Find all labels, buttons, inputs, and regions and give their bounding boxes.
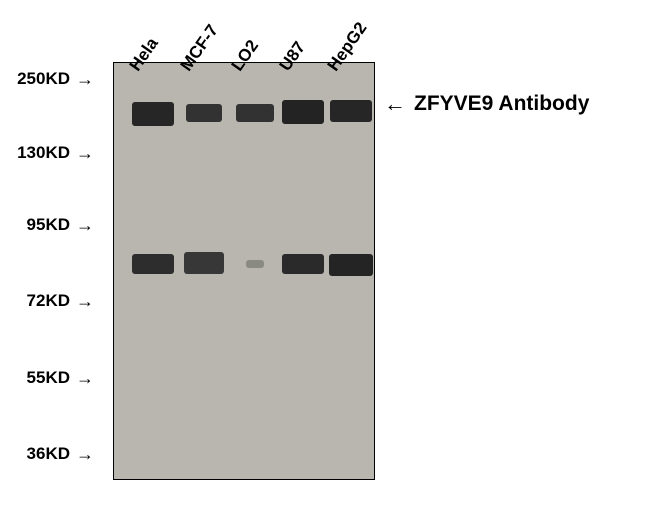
blot-band — [246, 260, 264, 268]
blot-band — [330, 100, 372, 122]
mw-label: 130KD — [10, 143, 70, 163]
mw-label: 36KD — [10, 444, 70, 464]
mw-marker: 36KD → — [10, 444, 94, 464]
blot-band — [186, 104, 222, 122]
blot-band — [236, 104, 274, 122]
mw-marker: 72KD → — [10, 291, 94, 311]
blot-band — [282, 100, 324, 124]
arrow-right-icon: → — [76, 445, 94, 463]
arrow-right-icon: → — [76, 369, 94, 387]
blot-band — [282, 254, 324, 274]
arrow-right-icon: → — [76, 292, 94, 310]
blot-band — [329, 254, 373, 276]
arrow-left-icon: ← — [384, 93, 406, 115]
mw-marker: 130KD → — [10, 143, 94, 163]
mw-label: 55KD — [10, 368, 70, 388]
blot-band — [132, 254, 174, 274]
mw-label: 250KD — [10, 69, 70, 89]
mw-marker: 250KD → — [10, 69, 94, 89]
blot-band — [132, 102, 174, 126]
figure-container: 250KD→130KD→95KD→72KD→55KD→36KD→ HelaMCF… — [0, 0, 650, 512]
antibody-text: ZFYVE9 Antibody — [414, 92, 589, 116]
arrow-right-icon: → — [76, 70, 94, 88]
mw-marker: 55KD → — [10, 368, 94, 388]
antibody-annotation: ← ZFYVE9 Antibody — [384, 92, 589, 116]
mw-marker: 95KD → — [10, 215, 94, 235]
blot-band — [184, 252, 224, 274]
arrow-right-icon: → — [76, 216, 94, 234]
arrow-right-icon: → — [76, 144, 94, 162]
mw-label: 72KD — [10, 291, 70, 311]
mw-label: 95KD — [10, 215, 70, 235]
